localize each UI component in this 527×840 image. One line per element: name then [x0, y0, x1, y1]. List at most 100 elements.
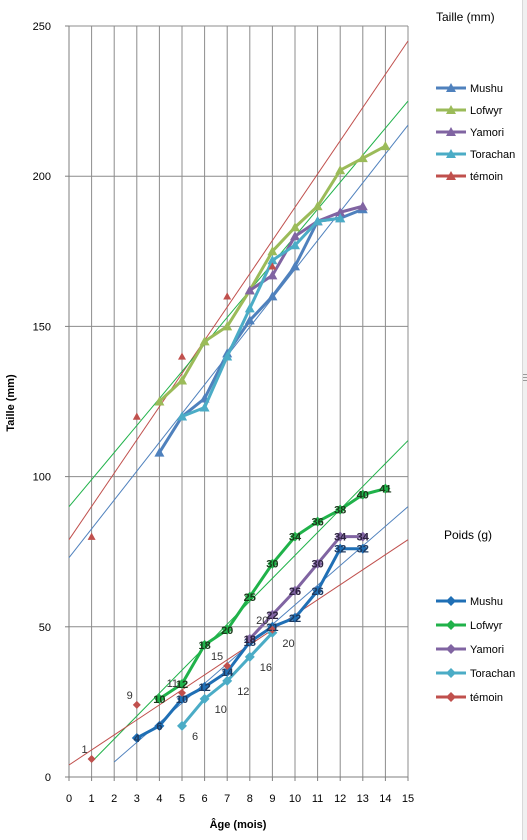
- legend-entry: Mushu: [436, 83, 503, 95]
- triangle-marker: [154, 447, 165, 457]
- series-line: [181, 216, 341, 418]
- diamond-marker: [178, 688, 186, 697]
- triangle-marker: [335, 165, 346, 175]
- diamond-marker: [357, 531, 368, 542]
- triangle-marker: [312, 216, 323, 226]
- triangle-marker: [357, 153, 368, 163]
- diamond-marker: [446, 596, 456, 606]
- diamond-marker: [222, 675, 233, 686]
- data-label: 12: [237, 686, 249, 698]
- data-label: 12: [176, 679, 188, 691]
- diamond-marker: [177, 678, 187, 689]
- scrollbar-grip[interactable]: [523, 372, 527, 384]
- triangle-marker: [446, 83, 456, 92]
- diamond-marker: [446, 668, 456, 678]
- series-line: [158, 207, 364, 454]
- y-tick-label: 200: [33, 171, 51, 183]
- diamond-marker: [335, 531, 346, 542]
- data-label: 20: [221, 625, 233, 637]
- legend-label: Torachan: [470, 668, 515, 680]
- data-label: 34: [334, 532, 347, 544]
- data-label: 1: [81, 744, 87, 756]
- legend-entry: Torachan: [436, 149, 515, 161]
- data-label: 34: [357, 532, 370, 544]
- data-label: 34: [289, 532, 302, 544]
- diamond-marker: [222, 624, 233, 635]
- vertical-scrollbar[interactable]: [522, 0, 527, 840]
- series-taille-mushu: [154, 204, 368, 457]
- legend-label: Mushu: [470, 596, 503, 608]
- data-label: 26: [289, 586, 301, 598]
- legend-label: Torachan: [470, 149, 515, 161]
- legend-entry: Yamori: [436, 127, 504, 139]
- data-label: 32: [357, 544, 369, 556]
- data-label: 41: [379, 484, 391, 496]
- triangle-marker: [244, 315, 255, 325]
- series-taille-tmoin: [87, 262, 277, 540]
- diamond-marker: [132, 700, 141, 709]
- x-tick-label: 15: [402, 793, 414, 805]
- data-label: 15: [211, 651, 223, 663]
- data-label: 20: [256, 615, 268, 627]
- triangle-marker: [132, 412, 141, 420]
- diamond-marker: [199, 693, 210, 704]
- triangle-marker: [222, 351, 233, 361]
- data-label: 18: [198, 640, 210, 652]
- triangle-marker: [244, 303, 255, 313]
- data-label: 32: [334, 544, 346, 556]
- data-label: 11: [167, 678, 178, 690]
- legend-poids: Poids (g) Mushu Lofwyr Yamori Torachan témoin: [436, 528, 515, 704]
- x-tick-label: 12: [334, 793, 346, 805]
- legend-label: témoin: [470, 692, 503, 704]
- data-label: 40: [357, 490, 369, 502]
- data-series: [87, 141, 391, 763]
- diamond-marker: [335, 504, 346, 515]
- triangle-marker: [290, 222, 300, 232]
- legend-entry: Yamori: [436, 644, 504, 656]
- diamond-marker: [177, 693, 187, 704]
- legend-title: Taille (mm): [436, 10, 495, 24]
- triangle-marker: [335, 213, 346, 223]
- chart-axes: [65, 25, 409, 781]
- triangle-marker: [222, 321, 233, 331]
- triangle-marker: [244, 285, 255, 295]
- data-label: 30: [266, 559, 278, 571]
- data-label: 26: [311, 586, 323, 598]
- diamond-marker: [199, 639, 210, 650]
- data-label: 30: [311, 559, 323, 571]
- triangle-marker: [199, 336, 210, 346]
- triangle-marker: [335, 207, 346, 217]
- diamond-marker: [223, 661, 232, 670]
- triangle-marker: [223, 292, 232, 300]
- diamond-marker: [268, 625, 277, 634]
- data-label: 22: [266, 610, 278, 622]
- diamond-marker: [312, 585, 323, 596]
- data-label: 12: [198, 682, 210, 694]
- x-tick-label: 14: [379, 793, 391, 805]
- legend-label: Mushu: [470, 83, 503, 95]
- legend-label: Yamori: [470, 127, 504, 139]
- x-tick-label: 6: [202, 793, 208, 805]
- trendline: [68, 100, 409, 507]
- data-label: 20: [282, 638, 294, 650]
- diamond-marker: [131, 732, 142, 743]
- triangle-marker: [446, 149, 456, 158]
- legend-label: Lofwyr: [470, 620, 503, 632]
- triangle-marker: [312, 201, 323, 211]
- data-label: 36: [311, 517, 323, 529]
- data-label: 9: [127, 690, 133, 702]
- triangle-marker: [267, 255, 278, 265]
- triangle-marker: [446, 171, 456, 180]
- diamond-marker: [244, 591, 255, 602]
- diamond-marker: [244, 633, 255, 644]
- diamond-marker: [446, 692, 456, 702]
- x-tick-label: 4: [156, 793, 162, 805]
- data-label: 21: [266, 622, 278, 634]
- diamond-marker: [380, 483, 391, 494]
- x-tick-label: 8: [247, 793, 253, 805]
- legend-entry: témoin: [436, 171, 503, 183]
- legend-entry: Lofwyr: [436, 620, 503, 632]
- diamond-marker: [244, 651, 255, 662]
- x-tick-label: 3: [134, 793, 140, 805]
